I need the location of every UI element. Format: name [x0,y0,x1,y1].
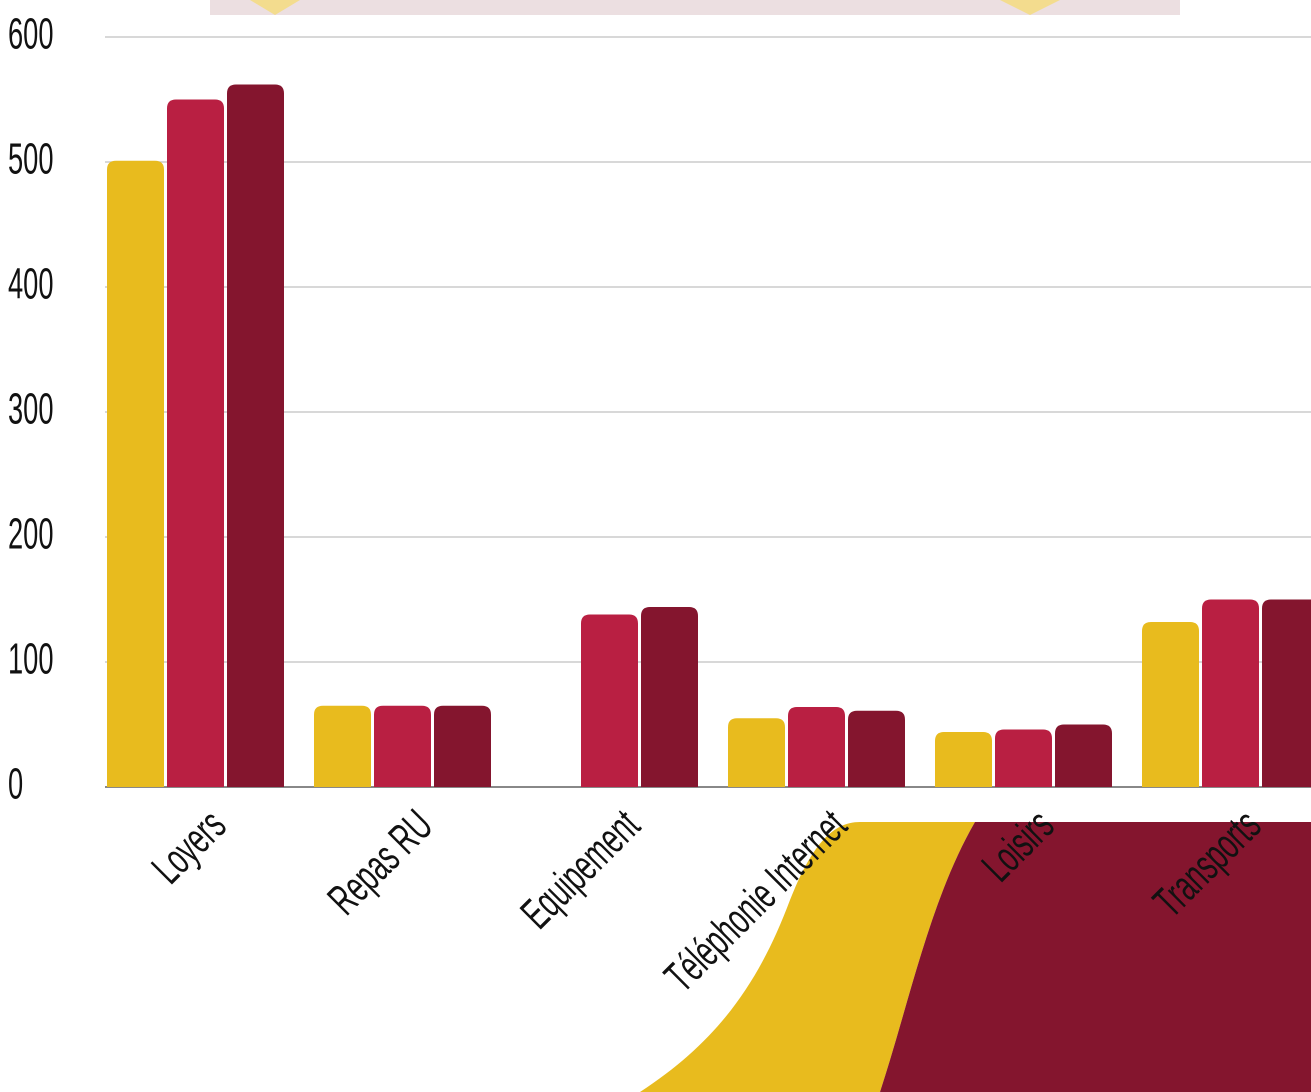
bar [374,705,431,787]
bar [935,732,992,787]
bar [107,160,164,787]
y-tick-label: 600 [8,9,54,58]
bar [641,607,698,787]
y-tick-label: 100 [8,634,54,683]
y-tick-label: 0 [8,759,23,808]
bar [581,614,638,787]
bottom-shape [640,822,975,1092]
decoration [210,0,1311,1092]
top-accent [250,0,300,15]
bar [848,710,905,787]
y-tick-label: 300 [8,384,54,433]
top-band [210,0,1180,15]
bar [1055,724,1112,787]
bar [434,705,491,787]
x-tick-label: Loyers [142,800,235,893]
x-tick-label: Repas RU [318,800,442,924]
bottom-shape [880,822,1311,1092]
bar [995,729,1052,787]
bar [167,99,224,787]
x-tick-label: Equipement [511,800,649,938]
bar [788,707,845,787]
bar [1262,599,1311,787]
bar [1202,599,1259,787]
bar [1142,622,1199,787]
y-tick-label: 200 [8,509,54,558]
y-tick-label: 400 [8,259,54,308]
bar [314,705,371,787]
bar [227,84,284,787]
y-tick-label: 500 [8,134,54,183]
bar [728,718,785,787]
top-accent [1000,0,1060,15]
